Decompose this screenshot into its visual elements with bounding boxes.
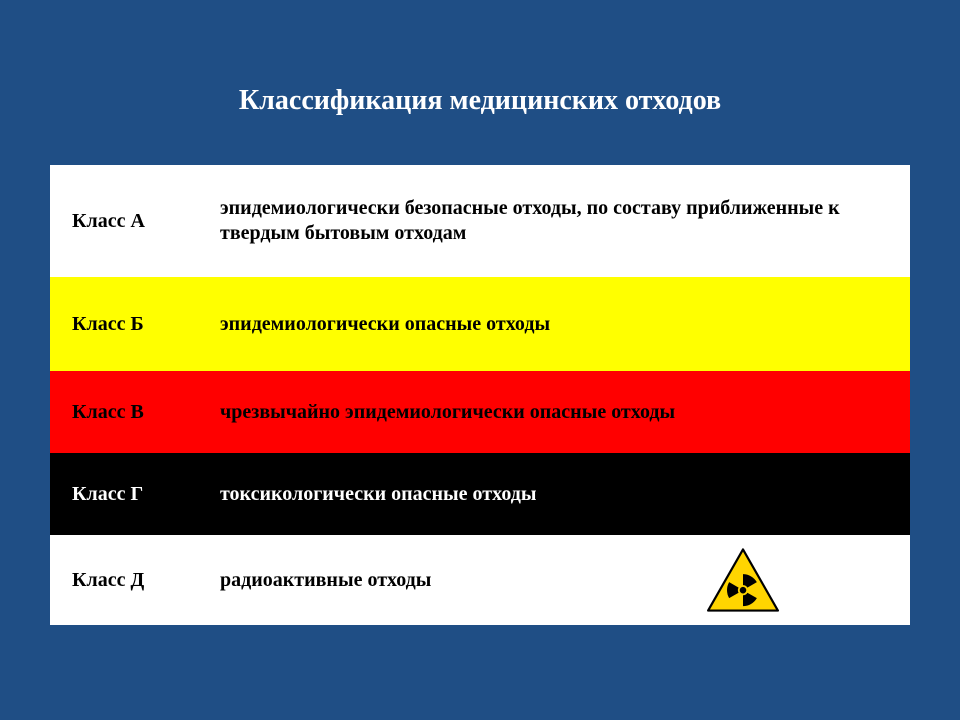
table-row: Класс Б эпидемиологически опасные отходы (50, 277, 910, 371)
slide-title: Классификация медицинских отходов (0, 85, 960, 117)
class-description: эпидемиологически безопасные отходы, по … (220, 196, 910, 246)
class-label: Класс Б (50, 313, 220, 336)
class-description: токсикологически опасные отходы (220, 482, 910, 507)
table-row: Класс В чрезвычайно эпидемиологически оп… (50, 371, 910, 453)
table-row: Класс Д радиоактивные отходы (50, 535, 910, 625)
table-row: Класс Г токсикологически опасные отходы (50, 453, 910, 535)
slide: Классификация медицинских отходов Класс … (0, 0, 960, 720)
class-description: эпидемиологически опасные отходы (220, 312, 910, 337)
class-label: Класс А (50, 210, 220, 233)
table-row: Класс А эпидемиологически безопасные отх… (50, 165, 910, 277)
class-label: Класс Г (50, 483, 220, 506)
class-label: Класс Д (50, 569, 220, 592)
class-description-text: радиоактивные отходы (220, 568, 431, 593)
classification-table: Класс А эпидемиологически безопасные отх… (50, 165, 910, 625)
class-description: чрезвычайно эпидемиологически опасные от… (220, 400, 910, 425)
class-label: Класс В (50, 401, 220, 424)
class-description: радиоактивные отходы (220, 568, 910, 593)
radiation-warning-icon (706, 548, 780, 612)
